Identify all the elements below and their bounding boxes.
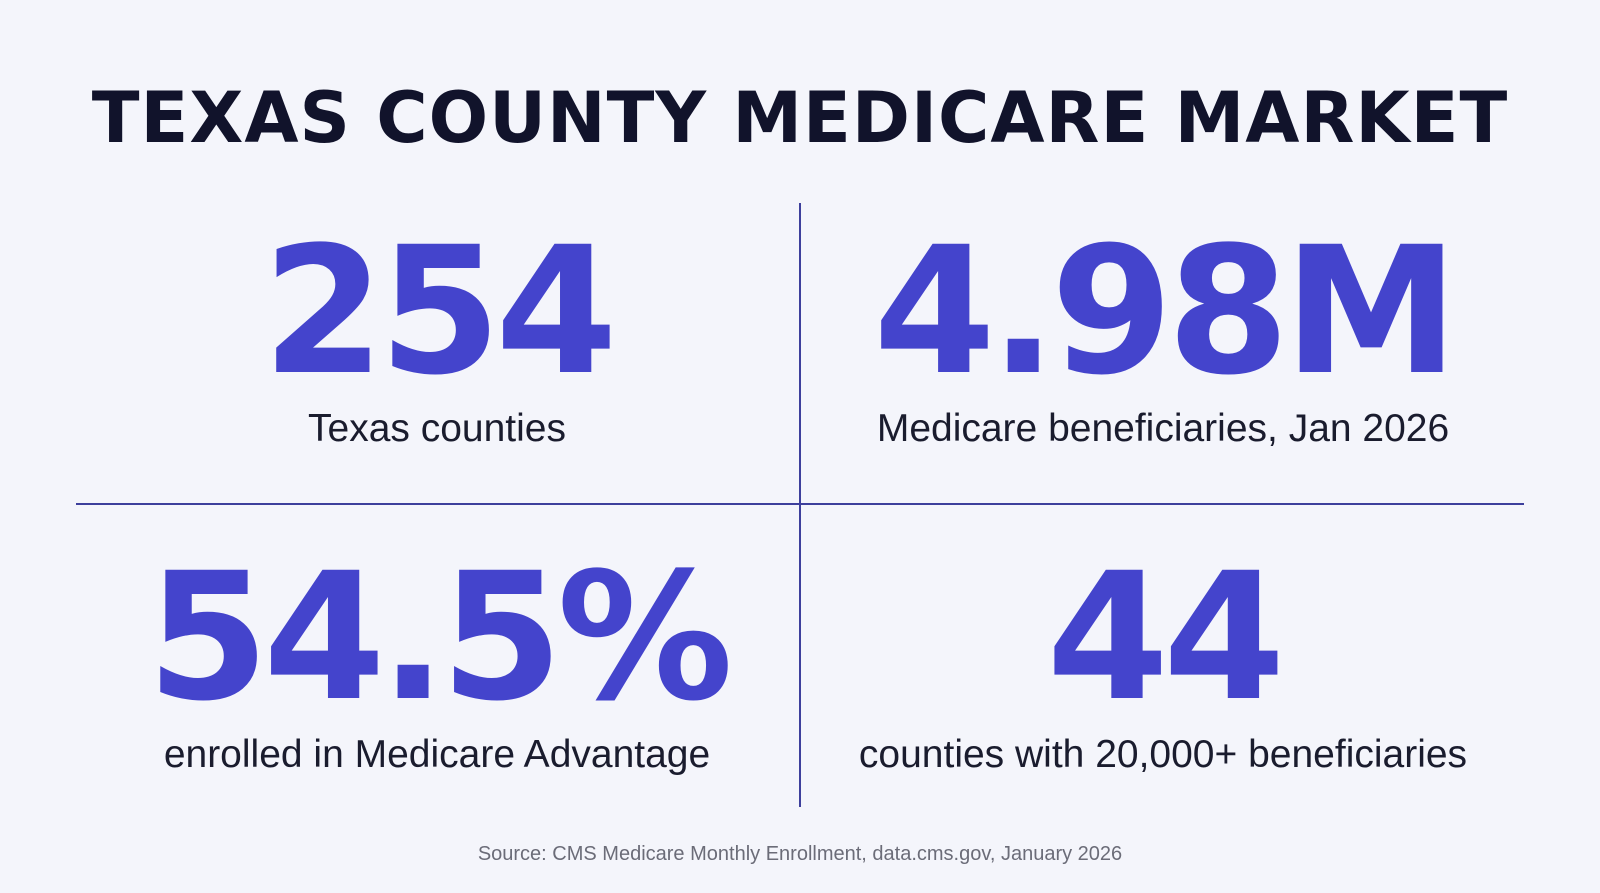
stat-value: 4.98M <box>873 209 1458 414</box>
page-title: TEXAS COUNTY MEDICARE MARKET <box>91 77 1509 159</box>
stat-label: counties with 20,000+ beneficiaries <box>858 733 1468 776</box>
stat-card-advantage: 54.5% enrolled in Medicare Advantage <box>76 548 798 780</box>
stat-card-counties: 254 Texas counties <box>76 222 798 454</box>
source-caption: Source: CMS Medicare Monthly Enrollment,… <box>477 843 1123 865</box>
horizontal-divider <box>76 503 1524 505</box>
stat-value: 44 <box>1046 535 1286 740</box>
stat-label: Medicare beneficiaries, Jan 2026 <box>876 407 1450 450</box>
stat-card-large-counties: 44 counties with 20,000+ beneficiaries <box>802 548 1524 780</box>
vertical-divider <box>799 203 801 807</box>
stat-value: 254 <box>262 209 617 414</box>
stat-value: 54.5% <box>146 535 734 740</box>
stat-label: Texas counties <box>308 407 566 450</box>
stat-card-beneficiaries: 4.98M Medicare beneficiaries, Jan 2026 <box>802 222 1524 454</box>
stat-label: enrolled in Medicare Advantage <box>163 733 711 776</box>
